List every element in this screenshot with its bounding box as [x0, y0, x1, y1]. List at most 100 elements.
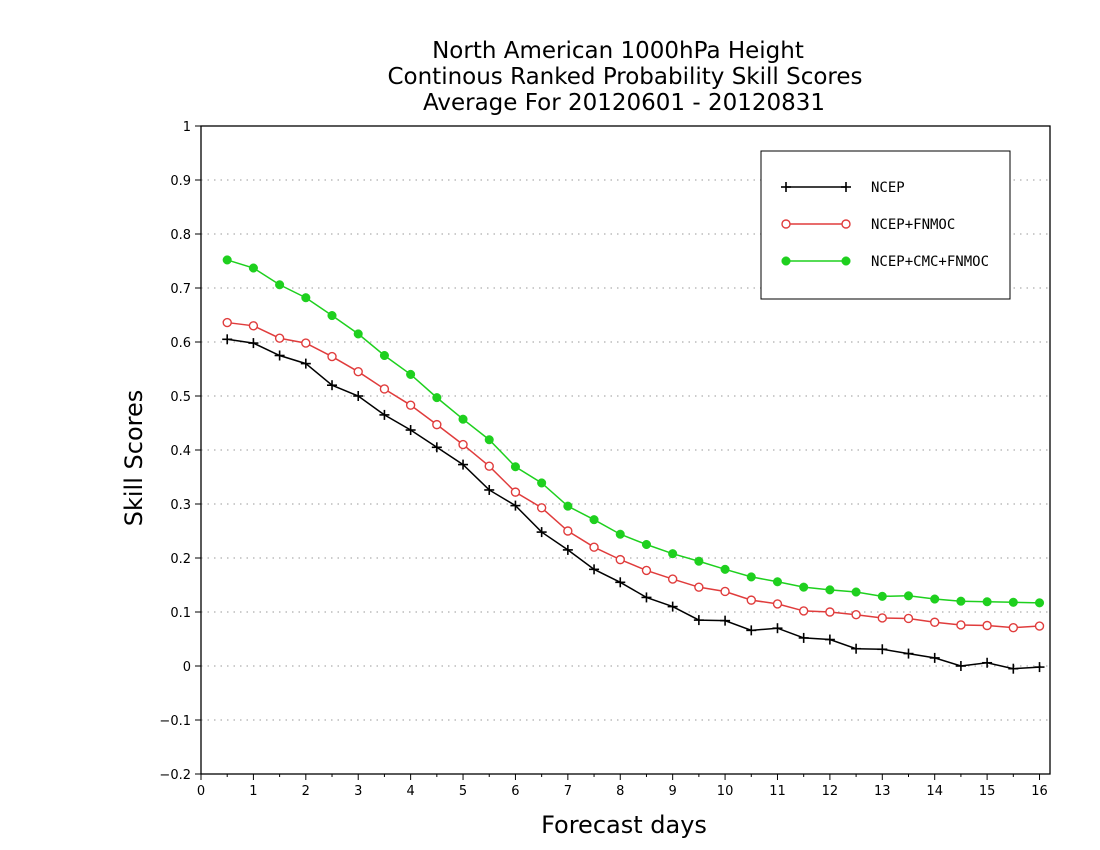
series-ncep-cmc-fnmoc-point	[432, 393, 442, 403]
series-ncep-point	[1034, 662, 1045, 673]
series-ncep-cmc-fnmoc-point	[379, 350, 389, 361]
series-ncep-cmc-fnmoc-point	[668, 549, 678, 559]
series-ncep-fnmoc-point	[956, 620, 966, 630]
x-tick-label: 12	[822, 784, 839, 799]
series-ncep-fnmoc-legend-start-point	[781, 219, 791, 229]
series-ncep-point	[379, 409, 390, 420]
series-ncep-cmc-fnmoc-point	[982, 597, 992, 607]
series-ncep-fnmoc-point	[667, 574, 678, 584]
series-ncep-point	[903, 648, 914, 659]
x-tick-label: 4	[406, 784, 414, 799]
series-ncep-fnmoc-point	[510, 487, 521, 497]
series-ncep-point	[929, 652, 940, 663]
series-ncep-fnmoc-point	[589, 542, 599, 552]
x-tick-label: 14	[926, 784, 943, 799]
y-tick-label: 0.6	[170, 336, 191, 351]
series-ncep-fnmoc-point	[694, 582, 704, 592]
series-lines	[222, 255, 1045, 674]
series-ncep-fnmoc-point	[405, 400, 416, 410]
series-ncep-fnmoc-point	[798, 606, 809, 616]
y-tick-label: 0.7	[170, 282, 191, 297]
axis-ticks: −0.2−0.100.10.20.30.40.50.60.70.80.910 1 2…	[159, 120, 1047, 799]
y-tick-label: 0.5	[170, 390, 191, 405]
x-tick-label: 8	[616, 784, 624, 799]
series-ncep-fnmoc-point	[379, 384, 390, 394]
series-ncep-point	[589, 564, 600, 575]
series-ncep-cmc-fnmoc-point	[746, 572, 756, 582]
series-ncep-point	[510, 500, 521, 511]
series-ncep-cmc-fnmoc-point	[903, 591, 914, 601]
y-tick-label: 1	[183, 120, 191, 135]
series-ncep-fnmoc-point	[353, 367, 363, 377]
plot-frame	[200, 125, 1051, 775]
series-ncep-point	[1008, 663, 1019, 674]
series-ncep-fnmoc-point	[851, 610, 861, 620]
x-tick-label: 13	[874, 784, 891, 799]
y-axis-label: Skill Scores	[120, 390, 148, 527]
x-tick-label: 6	[511, 784, 519, 799]
series-ncep-point	[824, 634, 835, 645]
series-ncep-fnmoc-point	[458, 439, 468, 450]
y-tick-label: 0.2	[170, 552, 191, 567]
series-ncep-cmc-fnmoc-point	[563, 501, 573, 511]
x-tick-label: 2	[302, 784, 310, 799]
series-ncep-point	[300, 358, 311, 369]
series-ncep-cmc-fnmoc-legend-start-point	[781, 256, 791, 266]
series-ncep-fnmoc-point	[301, 338, 311, 348]
series-ncep-point	[431, 442, 442, 453]
series-ncep-fnmoc-point	[877, 613, 887, 623]
legend-box	[760, 150, 1011, 300]
series-ncep-point	[798, 632, 809, 643]
series-ncep-cmc-fnmoc-line	[226, 259, 1040, 604]
series-ncep-point	[982, 657, 993, 668]
series-ncep-fnmoc-point	[982, 620, 992, 631]
x-tick-label: 11	[769, 784, 786, 799]
series-ncep-fnmoc-line	[227, 321, 1040, 629]
y-tick-label: 0.3	[170, 498, 191, 513]
series-ncep-cmc-fnmoc-point	[353, 329, 363, 339]
series-ncep-cmc-fnmoc-point	[1034, 598, 1045, 608]
series-ncep-fnmoc-point	[615, 554, 625, 565]
series-ncep-fnmoc-point	[563, 526, 573, 536]
series-ncep-fnmoc-point	[1008, 622, 1019, 633]
chart-title-line-1: North American 1000hPa Height	[432, 38, 804, 64]
series-ncep-fnmoc-point	[484, 461, 494, 471]
series-ncep-point	[955, 661, 966, 671]
legend: NCEP NCEP+FNMOC NCEP+CMC+FNMOC	[760, 150, 1011, 300]
series-ncep-point	[720, 615, 731, 626]
series-ncep-cmc-fnmoc	[222, 255, 1045, 608]
y-tick-label: 0.1	[170, 606, 191, 621]
series-ncep-cmc-fnmoc-point	[458, 414, 468, 424]
series-ncep-fnmoc-point	[720, 586, 730, 597]
series-ncep-fnmoc-point	[222, 317, 232, 328]
series-ncep-cmc-fnmoc-point	[222, 255, 232, 265]
series-ncep-fnmoc-point	[1034, 621, 1045, 631]
series-ncep-fnmoc-point	[772, 599, 783, 609]
series-ncep-cmc-fnmoc-point	[641, 539, 652, 550]
series-ncep-point	[327, 380, 338, 391]
series-ncep-cmc-fnmoc-point	[799, 582, 809, 592]
series-ncep-point	[772, 623, 783, 634]
series-ncep-cmc-fnmoc-point	[248, 263, 258, 273]
series-ncep-cmc-fnmoc-point	[589, 515, 599, 525]
x-tick-label: 9	[669, 784, 677, 799]
x-tick-label: 3	[354, 784, 362, 799]
x-tick-label: 7	[564, 784, 572, 799]
series-ncep-fnmoc-point	[825, 607, 835, 617]
series-ncep-cmc-fnmoc-point	[1008, 597, 1018, 607]
series-ncep-fnmoc-point	[327, 351, 337, 362]
y-tick-label: 0.8	[170, 228, 191, 243]
series-ncep-cmc-fnmoc-point	[406, 369, 416, 379]
chart-title-line-3: Average For 20120601 - 20120831	[423, 90, 825, 116]
series-ncep-cmc-fnmoc-legend-end-point	[841, 256, 851, 266]
series-ncep-cmc-fnmoc-point	[877, 591, 887, 601]
series-ncep-fnmoc-point	[641, 565, 652, 576]
x-tick-label: 16	[1031, 784, 1048, 799]
series-ncep-point	[641, 592, 652, 603]
x-tick-label: 1	[249, 784, 257, 799]
series-ncep-fnmoc-point	[746, 595, 756, 605]
series-ncep-fnmoc-point	[536, 503, 547, 513]
series-ncep-point	[615, 577, 626, 588]
series-ncep-cmc-fnmoc-point	[275, 280, 285, 290]
